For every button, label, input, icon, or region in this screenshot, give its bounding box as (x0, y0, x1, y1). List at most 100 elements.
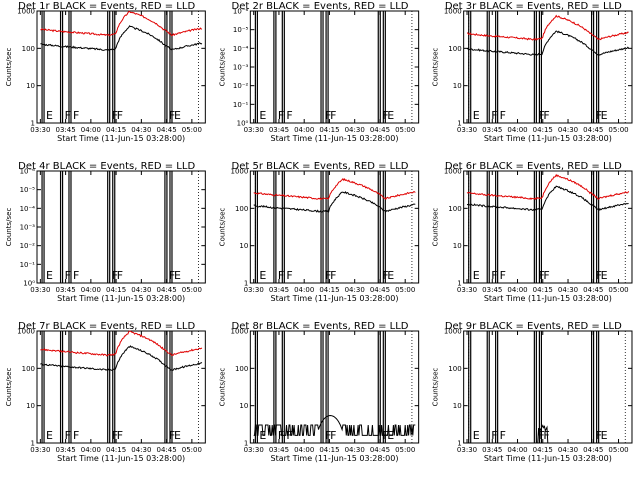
flag-label: E (46, 269, 53, 282)
y-tick-label: 10 (26, 82, 35, 90)
panel-title: Det 2r BLACK = Events, RED = LLD (232, 1, 409, 12)
x-tick-label: 05:00 (608, 446, 628, 454)
series-events (466, 185, 629, 212)
panel-det-2: Det 2r BLACK = Events, RED = LLD 10⁰ 10⁻¹ 1… (218, 1, 420, 143)
flag-label: E (473, 109, 480, 122)
x-tick-label: 05:00 (182, 286, 202, 294)
x-axis-label: Start Time (11-Jun-15 03:28:00) (57, 454, 185, 463)
y-tick-label: 100 (448, 205, 461, 213)
series-lld (466, 173, 630, 201)
y-tick-label: 10 (239, 402, 248, 410)
x-tick-label: 05:00 (395, 126, 415, 134)
y-tick-label: 10⁻⁶ (233, 8, 249, 16)
panel-det-4: Det 4r BLACK = Events, RED = LLD 10⁰ 10⁻¹ 1… (5, 161, 206, 303)
flag-label: F (286, 269, 292, 282)
series-lld (253, 177, 416, 201)
x-tick-label: 04:15 (106, 126, 126, 134)
y-axis-label: Counts/sec (432, 208, 440, 247)
flag-label: F (65, 269, 71, 282)
y-tick-label: 10 (453, 402, 462, 410)
x-tick-label: 05:00 (182, 126, 202, 134)
flag-label: F (500, 269, 506, 282)
x-tick-label: 04:15 (319, 126, 339, 134)
x-tick-label: 04:30 (558, 126, 578, 134)
x-tick-label: 04:00 (81, 286, 101, 294)
y-tick-label: 10⁻³ (233, 64, 249, 72)
panel-title: Det 9r BLACK = Events, RED = LLD (445, 321, 622, 332)
x-tick-label: 04:15 (533, 446, 553, 454)
y-tick-label: 1000 (231, 168, 249, 176)
plot-frame (249, 170, 420, 284)
x-tick-label: 03:30 (457, 446, 477, 454)
y-tick-label: 1 (244, 280, 248, 288)
flag-label: F (491, 109, 497, 122)
y-tick-label: 10⁰ (23, 280, 35, 288)
y-axis-label: Counts/sec (432, 48, 440, 87)
panel-det-7: Det 7r BLACK = Events, RED = LLD 1 10 100 10… (5, 321, 206, 463)
x-axis-label: Start Time (11-Jun-15 03:28:00) (270, 134, 398, 143)
plot-frame (36, 330, 206, 444)
plot-frame (463, 10, 633, 124)
x-tick-label: 04:30 (558, 446, 578, 454)
flag-label: E (387, 269, 394, 282)
x-tick-label: 03:45 (269, 126, 289, 134)
x-tick-label: 03:45 (482, 126, 502, 134)
y-tick-label: 1 (244, 440, 248, 448)
panel-title: Det 4r BLACK = Events, RED = LLD (18, 161, 195, 172)
flag-label: F (543, 109, 549, 122)
x-tick-label: 03:45 (482, 446, 502, 454)
y-tick-label: 1000 (17, 8, 35, 16)
x-tick-label: 05:00 (182, 446, 202, 454)
y-tick-label: 1 (31, 120, 35, 128)
flag-label: F (73, 269, 79, 282)
x-tick-label: 05:00 (395, 286, 415, 294)
x-tick-label: 04:30 (131, 126, 151, 134)
x-tick-label: 04:30 (345, 126, 365, 134)
series-events (40, 345, 203, 372)
y-tick-label: 1000 (231, 328, 249, 336)
x-tick-label: 04:30 (131, 446, 151, 454)
x-tick-label: 04:00 (294, 126, 314, 134)
y-tick-label: 10 (26, 402, 35, 410)
flag-label: E (601, 269, 608, 282)
x-tick-label: 04:15 (533, 286, 553, 294)
x-axis-label: Start Time (11-Jun-15 03:28:00) (57, 294, 185, 303)
y-axis-label: Counts/sec (432, 368, 440, 407)
panel-title: Det 8r BLACK = Events, RED = LLD (232, 321, 409, 332)
flag-label: F (73, 109, 79, 122)
flag-label: F (117, 269, 123, 282)
x-tick-label: 04:30 (558, 286, 578, 294)
panel-det-8: Det 8r BLACK = Events, RED = LLD 1 10 100 10… (218, 321, 420, 463)
x-axis-label: Start Time (11-Jun-15 03:28:00) (484, 294, 612, 303)
y-tick-label: 1 (457, 440, 461, 448)
panel-title: Det 3r BLACK = Events, RED = LLD (445, 1, 622, 12)
x-tick-label: 04:00 (81, 446, 101, 454)
plot-frame (36, 10, 206, 124)
x-tick-label: 04:45 (370, 446, 390, 454)
flag-label: F (543, 269, 549, 282)
y-tick-label: 100 (22, 45, 35, 53)
flag-label: E (601, 109, 608, 122)
flag-label: E (174, 429, 181, 442)
flag-label: E (387, 109, 394, 122)
series-lld (40, 330, 203, 357)
flag-label: F (491, 269, 497, 282)
flag-label: F (543, 429, 549, 442)
flag-label: F (330, 269, 336, 282)
flag-label: F (500, 429, 506, 442)
x-tick-label: 03:30 (244, 126, 264, 134)
x-tick-label: 04:30 (345, 286, 365, 294)
x-tick-label: 04:00 (507, 286, 527, 294)
flag-label: F (330, 429, 336, 442)
series-events (466, 30, 629, 56)
flag-label: F (286, 429, 292, 442)
x-tick-label: 04:30 (345, 446, 365, 454)
x-tick-label: 03:30 (244, 446, 264, 454)
x-tick-label: 04:00 (507, 446, 527, 454)
panel-title: Det 5r BLACK = Events, RED = LLD (232, 161, 409, 172)
y-tick-label: 100 (448, 365, 461, 373)
flag-label: E (174, 269, 181, 282)
panel-det-6: Det 6r BLACK = Events, RED = LLD 1 10 100 10… (432, 161, 633, 303)
x-tick-label: 04:45 (370, 126, 390, 134)
flag-label: F (286, 109, 292, 122)
